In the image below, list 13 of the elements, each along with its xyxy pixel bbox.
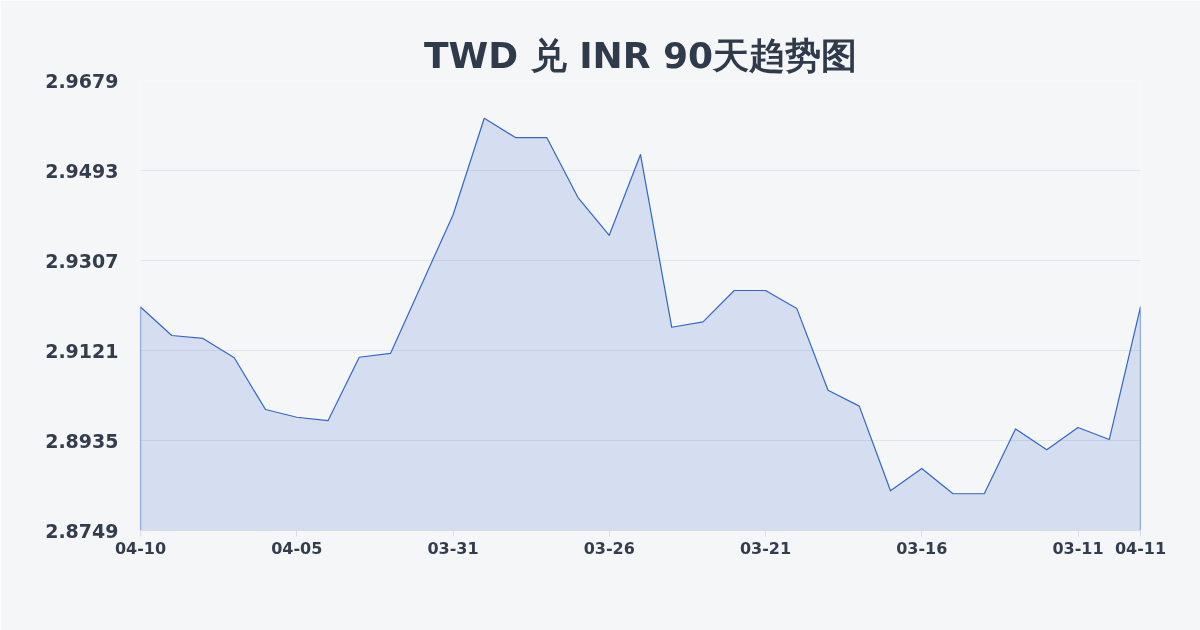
- x-tick-label: 03-26: [583, 538, 635, 558]
- y-tick-label: 2.9679: [45, 69, 119, 92]
- x-tick-label: 03-16: [896, 538, 948, 558]
- x-tick-label: 03-31: [427, 538, 479, 558]
- x-tick-label: 04-11: [1114, 538, 1167, 558]
- y-tick-label: 2.9307: [45, 249, 119, 272]
- x-tick-label: 03-21: [739, 538, 792, 558]
- y-tick-label: 2.9493: [45, 159, 119, 182]
- chart-title: TWD 兑 INR 90天趋势图: [423, 34, 858, 76]
- y-tick-label: 2.8935: [45, 429, 119, 452]
- y-tick-label: 2.9121: [45, 339, 119, 362]
- x-tick-label: 03-11: [1052, 538, 1104, 558]
- x-tick-label: 04-05: [271, 538, 323, 558]
